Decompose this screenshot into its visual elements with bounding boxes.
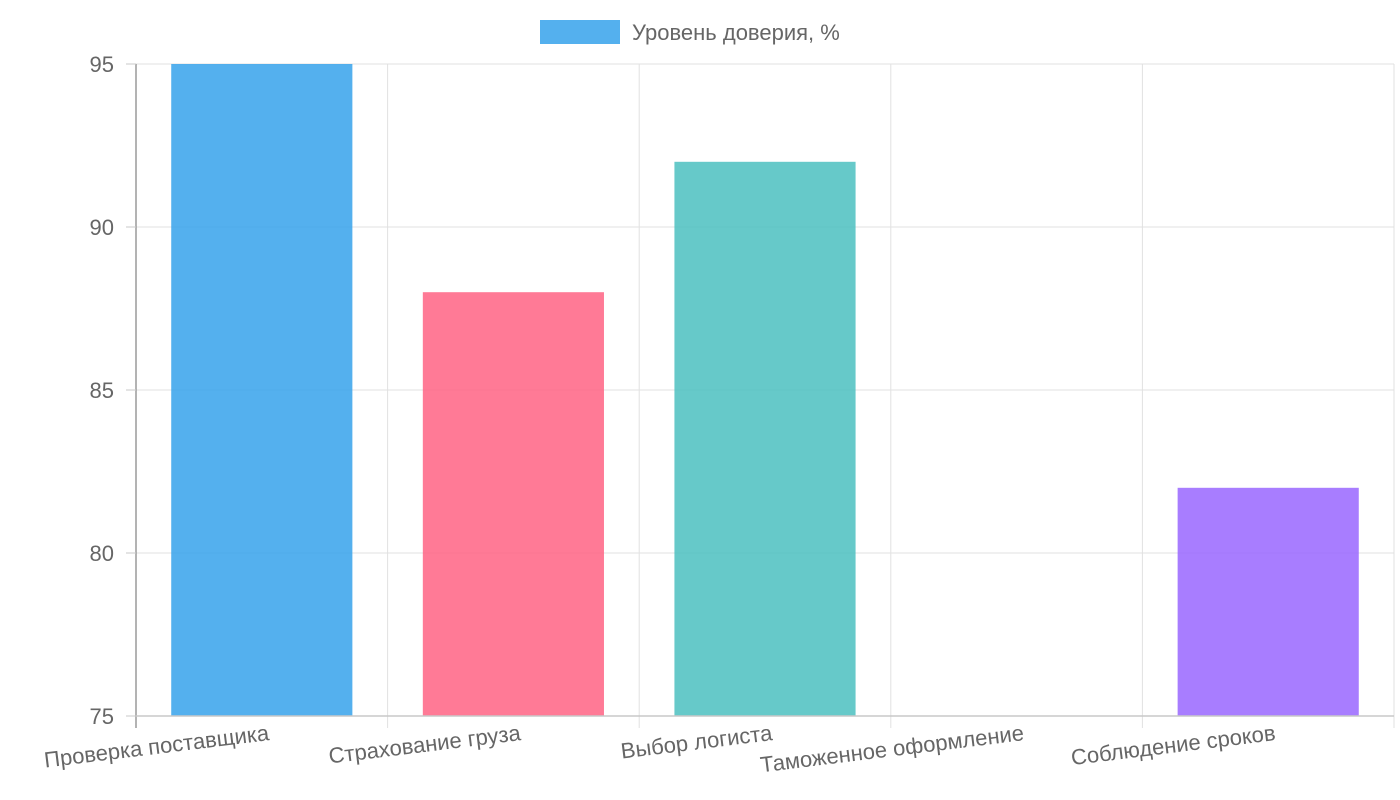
y-tick-label: 95: [90, 52, 114, 77]
y-tick-label: 90: [90, 215, 114, 240]
y-tick-label: 85: [90, 378, 114, 403]
x-tick-label: Таможенное оформление: [759, 720, 1025, 777]
bar-2[interactable]: [422, 292, 604, 716]
x-tick-label: Проверка поставщика: [43, 720, 271, 772]
bar-3[interactable]: [674, 161, 856, 717]
x-tick-label: Страхование груза: [327, 720, 523, 768]
bar-1[interactable]: [171, 64, 353, 716]
bars: [171, 64, 1359, 717]
legend-label[interactable]: Уровень доверия, %: [632, 20, 840, 45]
legend-swatch[interactable]: [540, 20, 620, 44]
legend[interactable]: Уровень доверия, %: [540, 20, 840, 45]
x-tick-label: Выбор логиста: [619, 720, 774, 763]
y-axis-ticks: 95 90 85 80 75: [90, 52, 136, 729]
x-tick-label: Соблюдение сроков: [1070, 720, 1277, 770]
axes: [135, 64, 1394, 728]
bar-5[interactable]: [1177, 487, 1359, 716]
y-tick-label: 80: [90, 541, 114, 566]
y-tick-label: 75: [90, 704, 114, 729]
x-axis-labels: Проверка поставщика Страхование груза Выбо…: [43, 720, 1277, 777]
